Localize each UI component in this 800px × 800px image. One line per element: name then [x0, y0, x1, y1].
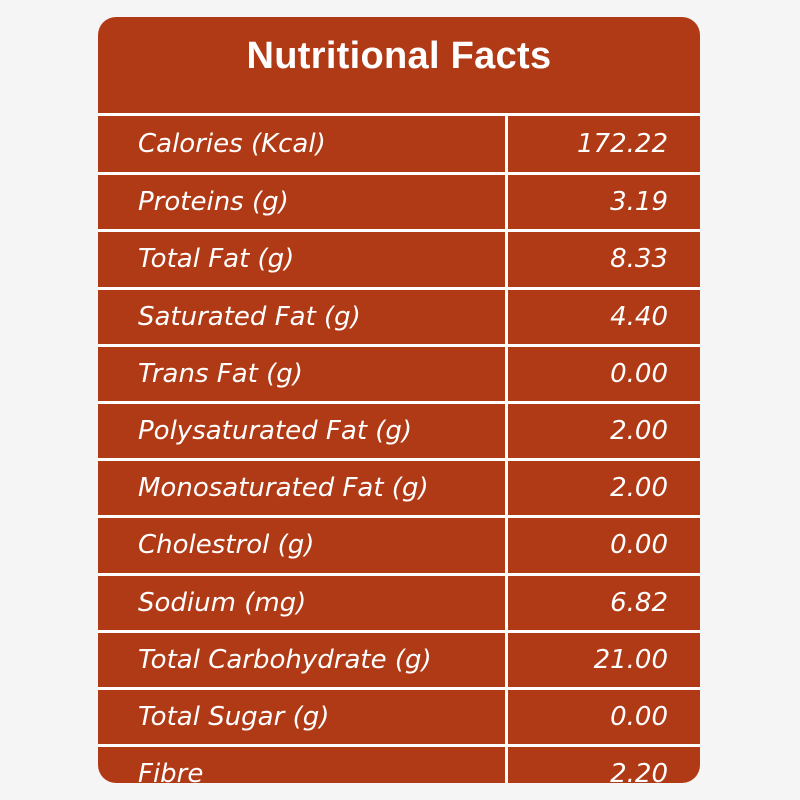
header-divider: [98, 113, 700, 116]
nutrient-value: 2.00: [610, 473, 668, 504]
table-row: Polysaturated Fat (g) 2.00: [98, 400, 700, 458]
nutrient-value: 6.82: [610, 587, 668, 618]
table-row: Total Carbohydrate (g) 21.00: [98, 629, 700, 687]
nutrient-value: 3.19: [610, 187, 668, 218]
nutrient-label: Polysaturated Fat (g): [138, 416, 413, 447]
nutrient-label: Cholestrol (g): [138, 530, 315, 561]
table-row: Monosaturated Fat (g) 2.00: [98, 458, 700, 515]
nutrient-label: Monosaturated Fat (g): [138, 473, 429, 504]
table-row: Total Fat (g) 8.33: [98, 229, 700, 286]
nutrient-label: Total Carbohydrate (g): [138, 644, 432, 675]
nutrient-value: 0.00: [610, 358, 668, 389]
table-row: Sodium (mg) 6.82: [98, 572, 700, 630]
nutrient-label: Total Sugar (g): [138, 701, 330, 732]
nutrient-value: 4.40: [610, 301, 668, 332]
nutrient-label: Sodium (mg): [138, 587, 307, 618]
nutrition-facts-panel: Nutritional Facts Calories (Kcal) 172.22…: [98, 17, 700, 783]
table-row: Calories (Kcal) 172.22: [98, 115, 700, 172]
table-row: Saturated Fat (g) 4.40: [98, 286, 700, 344]
nutrient-label: Total Fat (g): [138, 244, 295, 275]
nutrient-value: 0.00: [610, 530, 668, 561]
nutrient-value: 8.33: [610, 244, 668, 275]
nutrient-label: Proteins (g): [138, 187, 289, 218]
nutrition-title: Nutritional Facts: [246, 35, 552, 77]
table-row: Trans Fat (g) 0.00: [98, 343, 700, 401]
nutrient-value: 172.22: [577, 128, 668, 159]
nutrient-value: 2.00: [610, 416, 668, 447]
nutrient-value: 0.00: [610, 701, 668, 732]
table-row: Total Sugar (g) 0.00: [98, 686, 700, 744]
table-row: Proteins (g) 3.19: [98, 172, 700, 229]
table-row: Cholestrol (g) 0.00: [98, 515, 700, 572]
nutrient-value: 2.20: [610, 759, 668, 783]
column-divider: [505, 113, 508, 783]
nutrient-label: Calories (Kcal): [138, 128, 326, 159]
nutrient-label: Saturated Fat (g): [138, 301, 361, 332]
table-row: Fibre 2.20: [98, 744, 700, 783]
nutrient-label: Fibre: [138, 759, 204, 783]
nutrient-label: Trans Fat (g): [138, 358, 303, 389]
nutrient-value: 21.00: [593, 644, 668, 675]
nutrition-table: Calories (Kcal) 172.22 Proteins (g) 3.19…: [98, 115, 700, 783]
